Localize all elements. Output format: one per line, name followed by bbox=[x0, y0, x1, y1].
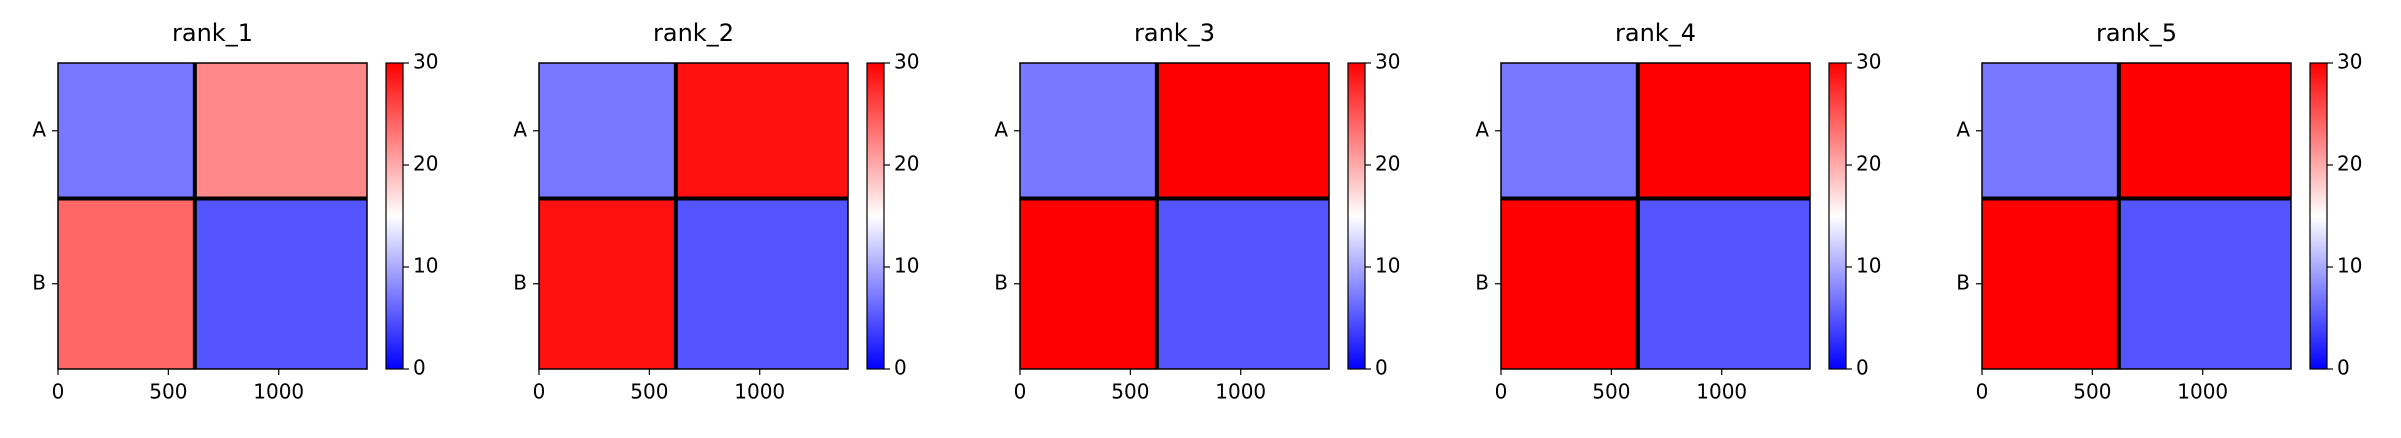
axes-frame bbox=[538, 62, 849, 370]
x-tick-label: 0 bbox=[1976, 380, 1989, 404]
colorbar-tick-label: 20 bbox=[1856, 152, 1881, 176]
heatmap-cell bbox=[1156, 63, 1329, 199]
heatmap-cell bbox=[1501, 63, 1638, 199]
colorbar-tick-label: 20 bbox=[1375, 152, 1400, 176]
x-tick-label: 1000 bbox=[1696, 380, 1747, 404]
y-tick-label: B bbox=[1956, 270, 1970, 294]
colorbar-tick-label: 30 bbox=[1375, 50, 1400, 74]
y-tick-label: B bbox=[1475, 270, 1489, 294]
colorbar-tick-label: 30 bbox=[894, 50, 919, 74]
colorbar bbox=[385, 62, 404, 370]
x-tick-label: 500 bbox=[1592, 380, 1630, 404]
axes-frame bbox=[1019, 62, 1330, 370]
x-tick-label: 1000 bbox=[1215, 380, 1266, 404]
y-tick-label: A bbox=[994, 117, 1008, 141]
heatmap-cell bbox=[2118, 63, 2291, 199]
heatmap-cell bbox=[2118, 198, 2291, 369]
panel-title: rank_5 bbox=[2096, 19, 2177, 47]
x-tick-label: 500 bbox=[149, 380, 187, 404]
panel-title: rank_3 bbox=[1134, 19, 1215, 47]
colorbar-tick-label: 0 bbox=[413, 356, 426, 380]
x-tick-label: 0 bbox=[1014, 380, 1027, 404]
panel-title: rank_1 bbox=[172, 19, 253, 47]
colorbar-tick-label: 0 bbox=[2337, 356, 2350, 380]
panel: rank_3 A B 0 500 1000 0 10 20 30 bbox=[994, 19, 1400, 404]
colorbar-tick-label: 10 bbox=[2337, 254, 2362, 278]
heatmap-cell bbox=[1501, 198, 1638, 369]
y-tick-label: A bbox=[513, 117, 527, 141]
colorbar-tick-label: 10 bbox=[894, 254, 919, 278]
panel: rank_1 A B 0 500 1000 0 10 20 30 bbox=[32, 19, 438, 404]
heatmap-cell bbox=[194, 63, 367, 199]
y-tick-label: A bbox=[32, 117, 46, 141]
y-tick-label: B bbox=[513, 270, 527, 294]
heatmap-cell bbox=[539, 198, 676, 369]
heatmap-cell bbox=[1156, 198, 1329, 369]
heatmap-cell bbox=[1637, 63, 1810, 199]
colorbar-tick-label: 30 bbox=[2337, 50, 2362, 74]
colorbar bbox=[1347, 62, 1366, 370]
x-tick-label: 500 bbox=[1111, 380, 1149, 404]
colorbar-tick-label: 10 bbox=[413, 254, 438, 278]
heatmap-cell bbox=[1982, 63, 2119, 199]
heatmap-cell bbox=[675, 198, 848, 369]
panel-title: rank_2 bbox=[653, 19, 734, 47]
y-tick-label: A bbox=[1956, 117, 1970, 141]
colorbar-tick-label: 10 bbox=[1375, 254, 1400, 278]
colorbar bbox=[866, 62, 885, 370]
panel: rank_5 A B 0 500 1000 0 10 20 30 bbox=[1956, 19, 2362, 404]
x-tick-label: 500 bbox=[2073, 380, 2111, 404]
axes-frame bbox=[1500, 62, 1811, 370]
panel-title: rank_4 bbox=[1615, 19, 1696, 47]
panel: rank_4 A B 0 500 1000 0 10 20 30 bbox=[1475, 19, 1881, 404]
colorbar-tick-label: 0 bbox=[1375, 356, 1388, 380]
heatmap-cell bbox=[1637, 198, 1810, 369]
colorbar-tick-label: 30 bbox=[1856, 50, 1881, 74]
y-tick-label: B bbox=[32, 270, 46, 294]
heatmap-cell bbox=[58, 63, 195, 199]
axes-frame bbox=[1981, 62, 2292, 370]
heatmap-cell bbox=[1020, 63, 1157, 199]
heatmap-cell bbox=[58, 198, 195, 369]
y-tick-label: A bbox=[1475, 117, 1489, 141]
colorbar bbox=[1828, 62, 1847, 370]
x-tick-label: 0 bbox=[52, 380, 65, 404]
colorbar-tick-label: 20 bbox=[413, 152, 438, 176]
heatmap-cell bbox=[1982, 198, 2119, 369]
heatmap-cell bbox=[1020, 198, 1157, 369]
heatmap-cell bbox=[194, 198, 367, 369]
heatmap-cell bbox=[539, 63, 676, 199]
y-tick-label: B bbox=[994, 270, 1008, 294]
colorbar-tick-label: 30 bbox=[413, 50, 438, 74]
colorbar-tick-label: 20 bbox=[2337, 152, 2362, 176]
x-tick-label: 1000 bbox=[734, 380, 785, 404]
x-tick-label: 500 bbox=[630, 380, 668, 404]
x-tick-label: 0 bbox=[533, 380, 546, 404]
colorbar-tick-label: 20 bbox=[894, 152, 919, 176]
colorbar bbox=[2309, 62, 2328, 370]
colorbar-tick-label: 0 bbox=[894, 356, 907, 380]
heatmap-cell bbox=[675, 63, 848, 199]
panel: rank_2 A B 0 500 1000 0 10 20 30 bbox=[513, 19, 919, 404]
x-tick-label: 1000 bbox=[253, 380, 304, 404]
axes-frame bbox=[57, 62, 368, 370]
x-tick-label: 0 bbox=[1495, 380, 1508, 404]
colorbar-tick-label: 10 bbox=[1856, 254, 1881, 278]
x-tick-label: 1000 bbox=[2177, 380, 2228, 404]
colorbar-tick-label: 0 bbox=[1856, 356, 1869, 380]
